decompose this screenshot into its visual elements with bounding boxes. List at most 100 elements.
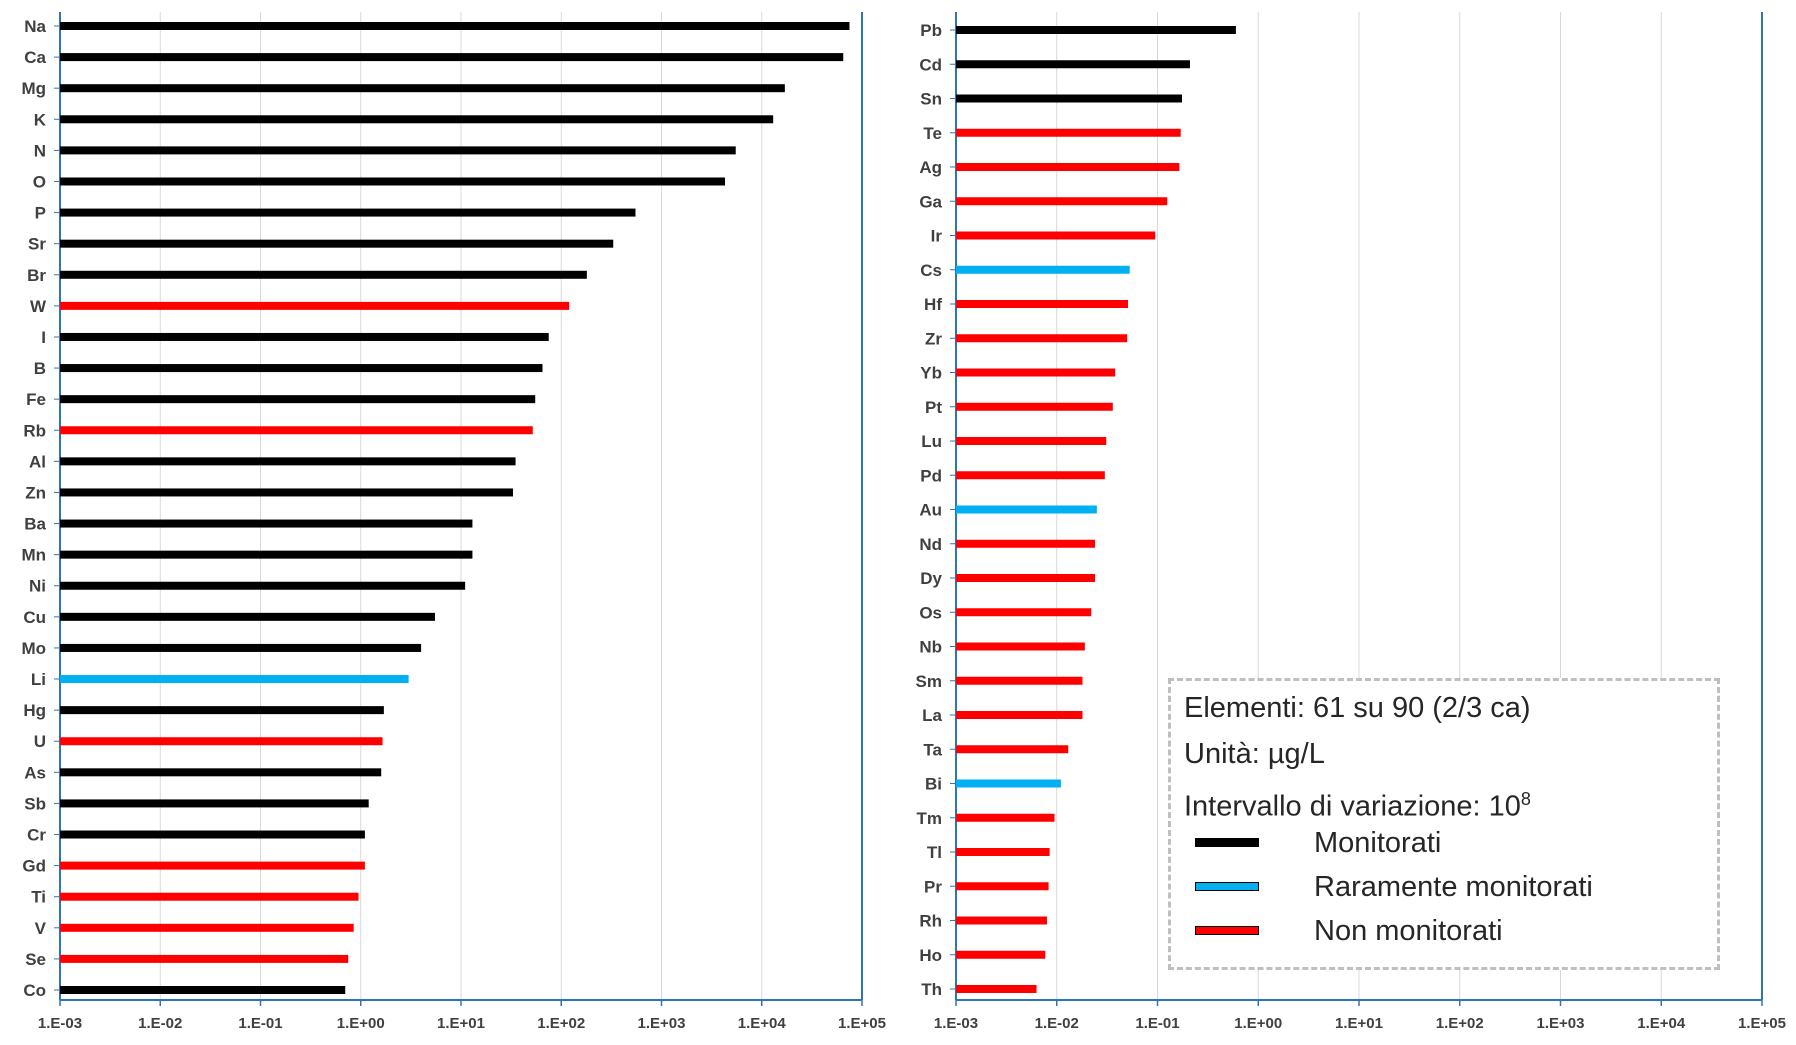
bar-zn (60, 488, 513, 497)
bar-ca (60, 53, 844, 62)
bar-w (60, 301, 570, 310)
category-label: Pt (925, 398, 942, 417)
legend-label-monitorati: Monitorati (1314, 827, 1442, 859)
category-label: Pb (920, 21, 942, 40)
bar-co (60, 986, 346, 994)
legend-range-line: Intervallo di variazione: 108 (1184, 782, 1531, 824)
x-tick-label: 1.E-01 (1135, 1015, 1179, 1032)
category-label: Na (24, 17, 46, 36)
bar-ti (60, 892, 359, 901)
category-label: Tl (927, 843, 942, 862)
category-label: Sm (916, 672, 942, 691)
category-label: Rb (23, 421, 46, 440)
x-tick-label: 1.E-02 (138, 1015, 182, 1032)
x-tick-label: 1.E+02 (1436, 1015, 1484, 1032)
category-label: Bi (925, 775, 942, 794)
category-label: Li (31, 670, 46, 689)
legend-units-line: Unità: µg/L (1184, 738, 1325, 770)
bar-mo (60, 643, 422, 652)
category-label: La (922, 706, 942, 725)
bar-tl (956, 848, 1050, 856)
bar-nd (956, 539, 1096, 548)
category-label: Ti (31, 888, 46, 907)
category-label: Dy (920, 569, 942, 588)
x-tick-label: 1.E+04 (1637, 1015, 1686, 1032)
legend-entry-raramente: Raramente monitorati (1171, 870, 1711, 904)
bar-zr (956, 334, 1128, 343)
category-label: N (34, 141, 46, 160)
bar-pr (956, 882, 1049, 891)
category-label: Nd (919, 535, 942, 554)
legend-swatch-raramente (1195, 882, 1259, 891)
category-label: Ba (24, 515, 46, 534)
bar-as (60, 768, 382, 777)
bar-br (60, 270, 587, 279)
category-label: V (35, 919, 47, 938)
category-label: Pd (920, 466, 942, 485)
bar-u (60, 737, 383, 746)
bar-gd (60, 861, 365, 870)
bar-n (60, 146, 736, 155)
category-label: Br (27, 266, 46, 285)
bar-ga (956, 197, 1168, 206)
legend-swatch-non-monitorati (1195, 926, 1259, 935)
bar-nb (956, 642, 1085, 651)
bar-al (60, 457, 516, 466)
legend-range-text: Intervallo di variazione: 10 (1184, 790, 1521, 823)
bar-sb (60, 799, 369, 808)
bar-ta (956, 745, 1069, 754)
category-label: Ir (931, 227, 943, 246)
legend-entry-non-monitorati: Non monitorati (1171, 914, 1711, 948)
bar-se (60, 954, 349, 963)
category-label: Rh (919, 912, 942, 931)
legend-entry-monitorati: Monitorati (1171, 826, 1711, 860)
category-label: Ca (24, 48, 46, 67)
bar-dy (956, 574, 1096, 582)
category-label: Ni (29, 577, 46, 596)
category-label: Sr (28, 235, 46, 254)
category-label: Cs (920, 261, 942, 280)
bar-sn (956, 94, 1182, 103)
category-label: Ag (919, 158, 942, 177)
category-label: Cr (27, 826, 46, 845)
category-label: Os (919, 603, 942, 622)
x-tick-label: 1.E+05 (1738, 1015, 1786, 1032)
bar-b (60, 364, 543, 373)
category-label: O (33, 172, 46, 191)
bar-rb (60, 426, 533, 435)
legend-elements-line: Elementi: 61 su 90 (2/3 ca) (1184, 692, 1531, 724)
category-label: K (34, 110, 47, 129)
category-label: Cu (23, 608, 46, 627)
bar-th (956, 985, 1037, 993)
bar-tm (956, 813, 1055, 822)
bar-ho (956, 950, 1046, 959)
category-label: Tm (917, 809, 943, 828)
category-label: Nb (919, 638, 942, 657)
category-label: Pr (924, 877, 942, 896)
bar-rh (956, 916, 1047, 925)
category-label: Cd (919, 55, 942, 74)
x-tick-label: 1.E-02 (1035, 1015, 1079, 1032)
x-tick-label: 1.E+05 (838, 1015, 886, 1032)
category-label: Ga (919, 192, 942, 211)
category-label: Co (23, 981, 46, 1000)
category-label: As (24, 763, 46, 782)
category-label: B (34, 359, 46, 378)
bar-sr (60, 239, 614, 248)
bar-na (60, 22, 850, 30)
x-tick-label: 1.E-01 (238, 1015, 282, 1032)
x-tick-label: 1.E+03 (1537, 1015, 1585, 1032)
bar-bi (956, 779, 1061, 788)
bar-te (956, 128, 1181, 137)
category-label: Th (921, 980, 942, 999)
category-label: Ho (919, 946, 942, 965)
bar-fe (60, 395, 536, 404)
category-label: Yb (920, 364, 942, 383)
category-label: Mo (21, 639, 46, 658)
x-tick-label: 1.E+00 (1234, 1015, 1282, 1032)
x-tick-label: 1.E+01 (437, 1015, 485, 1032)
bar-mg (60, 84, 785, 93)
category-label: Mg (21, 79, 46, 98)
bar-ba (60, 519, 473, 528)
